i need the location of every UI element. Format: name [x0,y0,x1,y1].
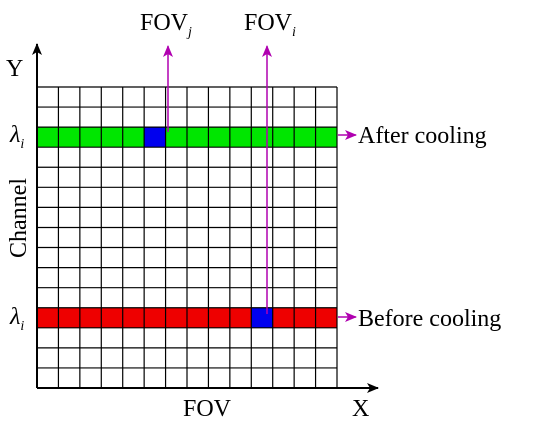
grid-lines [36,86,338,389]
fov-i-label: FOVi [244,10,296,40]
fov-axis-title: FOV [183,396,232,422]
fov-j-label: FOVj [140,10,192,40]
lambda-top-label: λi [9,122,24,152]
fov-i-cell [251,307,273,328]
x-axis-label: X [352,396,369,422]
lambda-bottom-label: λi [9,304,24,334]
after-cooling-label: After cooling [358,123,487,149]
fov-j-cell [144,127,166,148]
channel-axis-title: Channel [6,178,32,258]
before-cooling-label: Before cooling [358,306,501,332]
y-axis-label: Y [6,56,23,82]
